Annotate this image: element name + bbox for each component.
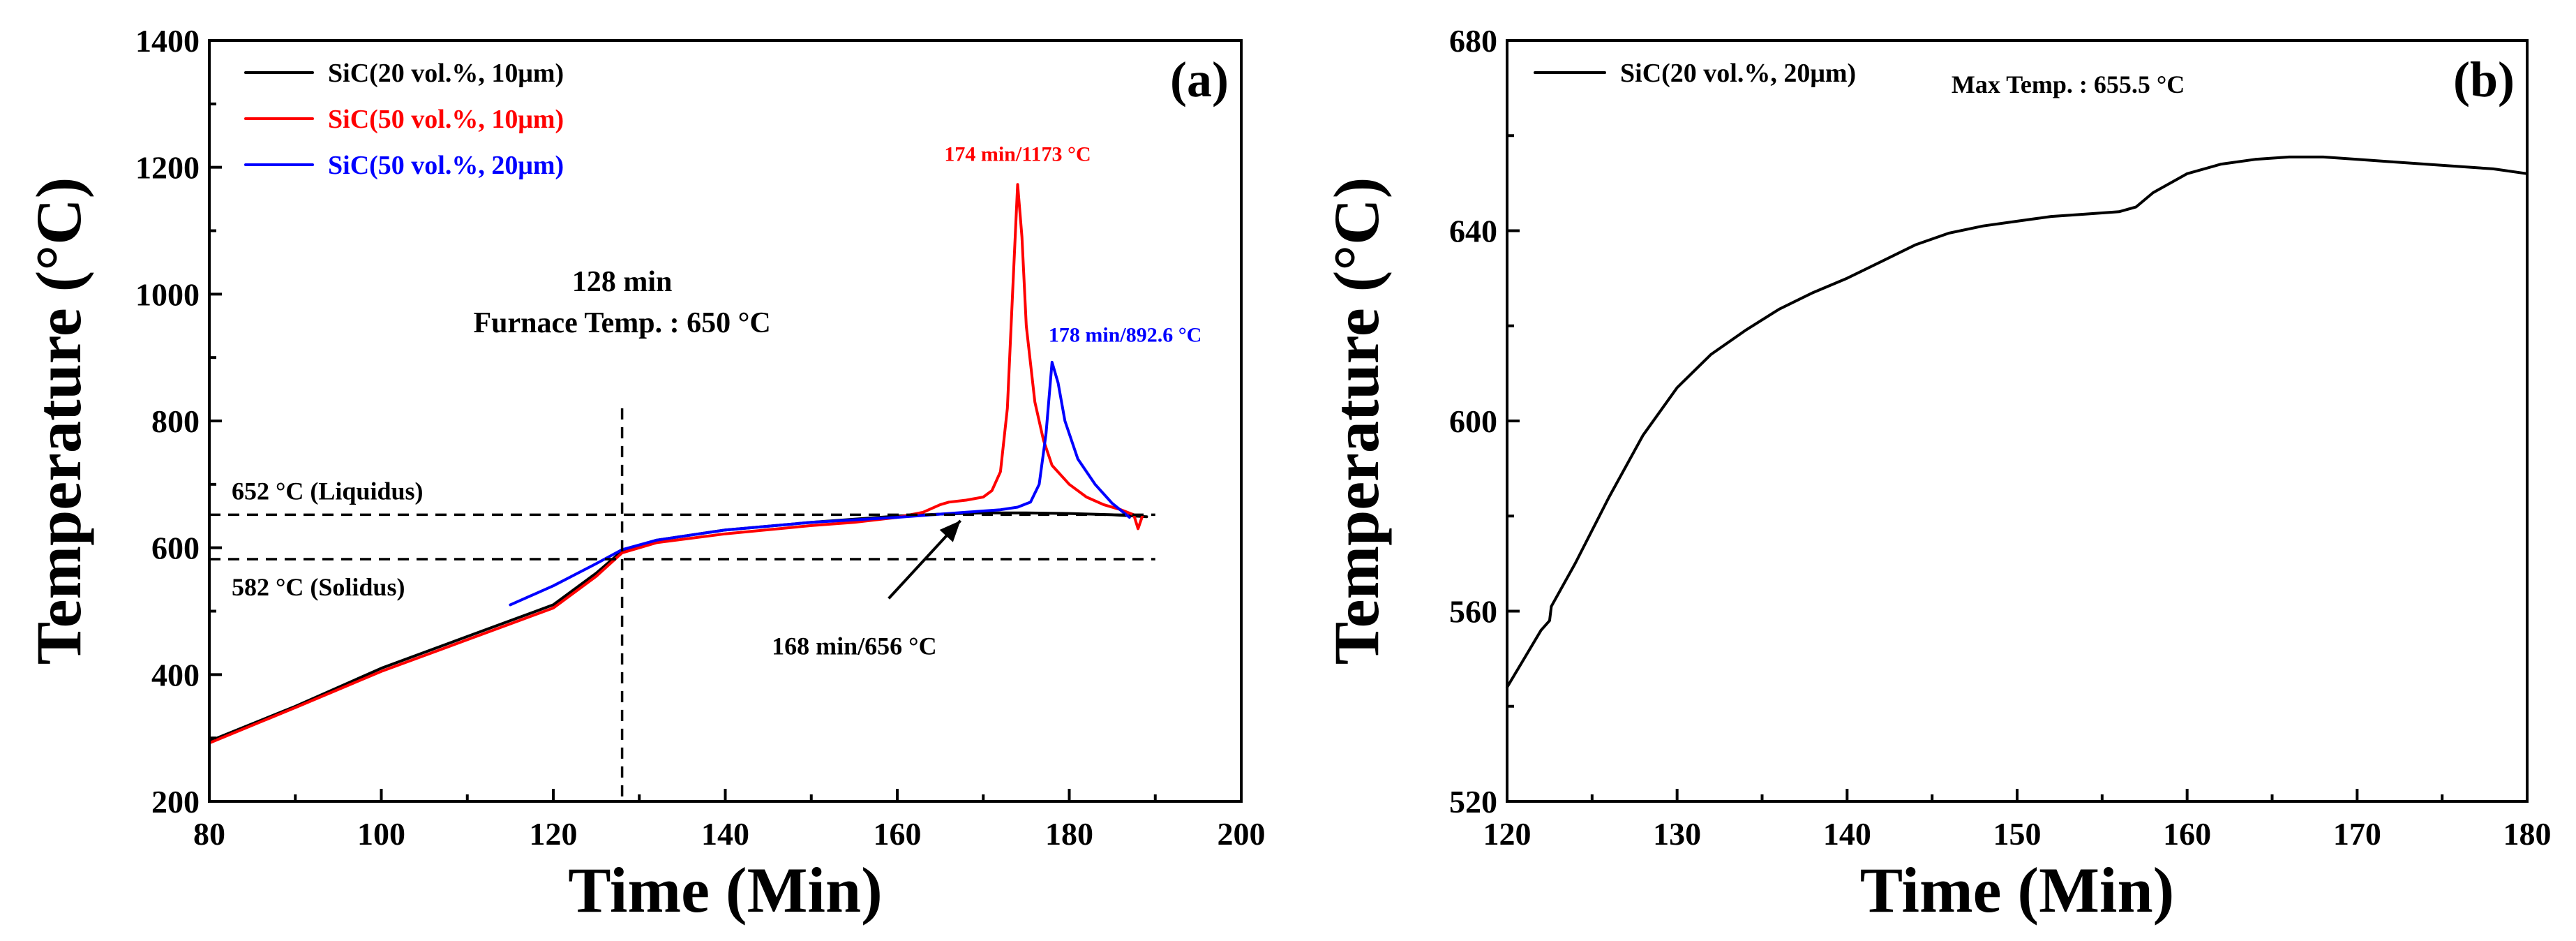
y-tick-label: 680 (1449, 23, 1497, 59)
legend-entry-red: SiC(50 vol.%, 10μm) (328, 105, 564, 134)
x-tick-label: 130 (1653, 816, 1701, 852)
x-tick-label: 100 (357, 816, 405, 852)
blue-peak-annotation: 178 min/892.6 °C (1049, 323, 1202, 346)
x-tick-label: 200 (1218, 816, 1266, 852)
panel-b-plot-frame (1506, 39, 2529, 803)
panel-b-label: (b) (2453, 52, 2515, 108)
x-tick-label: 140 (701, 816, 749, 852)
y-tick-label: 600 (1449, 403, 1497, 439)
x-tick-label: 80 (193, 816, 225, 852)
solidus-label: 582 °C (Solidus) (232, 573, 405, 601)
panel-a-legend: SiC(20 vol.%, 10μm) SiC(50 vol.%, 10μm) … (244, 59, 564, 180)
panel-a-x-axis-title: Time (Min) (568, 854, 883, 926)
y-tick-label: 800 (151, 403, 200, 439)
x-tick-label: 140 (1823, 816, 1871, 852)
legend-entry-black-b: SiC(20 vol.%, 20μm) (1620, 59, 1856, 88)
panel-a-label: (a) (1170, 52, 1229, 108)
panel-a-series-group (208, 183, 1148, 745)
y-tick-label: 600 (151, 531, 200, 566)
y-tick-label: 560 (1449, 594, 1497, 630)
series-line-0 (208, 511, 1148, 743)
panel-a-y-axis-title: Temperature (°C) (23, 177, 94, 665)
y-tick-label: 1200 (135, 150, 200, 186)
x-tick-label: 170 (2333, 816, 2381, 852)
x-tick-label: 160 (2163, 816, 2211, 852)
x-tick-label: 160 (874, 816, 922, 852)
x-tick-label: 120 (1483, 816, 1532, 852)
liquidus-label: 652 °C (Liquidus) (232, 477, 423, 505)
max-temp-annotation: Max Temp. : 655.5 °C (1952, 71, 2185, 98)
x-tick-label: 150 (1993, 816, 2042, 852)
black-peak-arrow (888, 519, 962, 600)
y-tick-label: 400 (151, 657, 200, 692)
y-tick-label: 200 (151, 784, 200, 820)
series-line-1 (208, 183, 1144, 745)
panel-a-chart: 80 100 120 140 160 180 200 200 400 600 800 1000 1200… (23, 23, 1266, 926)
panel-a-ticks: 80 100 120 140 160 180 200 200 400 600 800 1000 1200… (135, 23, 1266, 852)
panel-b-y-axis-title: Temperature (°C) (1321, 177, 1392, 665)
panel-b-ticks: 120 130 140 150 160 170 180 520 560 600 640 680 (1449, 23, 2552, 852)
furnace-temp-label: Furnace Temp. : 650 °C (473, 307, 770, 339)
y-tick-label: 1400 (135, 23, 200, 59)
y-tick-label: 520 (1449, 784, 1497, 820)
x-tick-label: 180 (1045, 816, 1093, 852)
panel-b-legend: SiC(20 vol.%, 20μm) (1534, 59, 1856, 88)
x-tick-label: 120 (530, 816, 578, 852)
panel-b-series-group (1506, 155, 2529, 689)
panel-b-x-axis-title: Time (Min) (1860, 854, 2175, 926)
furnace-time-label: 128 min (572, 266, 673, 298)
legend-entry-blue: SiC(50 vol.%, 20μm) (328, 151, 564, 180)
arrow-head (939, 520, 961, 542)
y-tick-label: 1000 (135, 276, 200, 312)
series-line-0 (1506, 155, 2529, 689)
panel-b-chart: 120 130 140 150 160 170 180 520 560 600 640 680 (b)… (1321, 23, 2552, 926)
y-tick-label: 640 (1449, 214, 1497, 249)
black-peak-annotation: 168 min/656 °C (772, 632, 936, 660)
series-line-2 (509, 360, 1131, 607)
red-peak-annotation: 174 min/1173 °C (944, 143, 1091, 166)
legend-entry-black: SiC(20 vol.%, 10μm) (328, 59, 564, 88)
x-tick-label: 180 (2503, 816, 2552, 852)
panel-a-plot-frame (208, 39, 1243, 803)
